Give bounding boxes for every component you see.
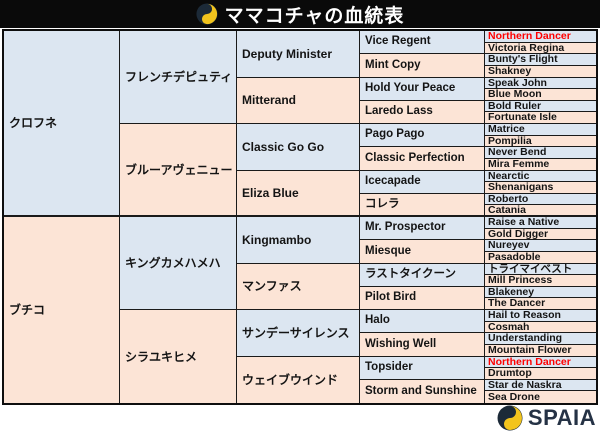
pedigree-cell-gen4-4: Laredo Lass: [360, 100, 485, 124]
pedigree-cell-gen3-8: ウェイブウインド: [237, 356, 360, 403]
pedigree-cell-gen5-7: Bold Ruler: [485, 100, 596, 113]
pedigree-cell-gen4-1: Vice Regent: [360, 31, 485, 55]
pedigree-cell-gen5-29: Northern Dancer: [485, 356, 596, 369]
pedigree-cell-gen2-4: シラユキヒメ: [120, 310, 237, 403]
pedigree-cell-gen5-19: Nureyev: [485, 240, 596, 252]
pedigree-cell-gen4-10: Miesque: [360, 240, 485, 264]
pedigree-cell-gen5-26: Cosmah: [485, 321, 596, 334]
pedigree-cell-gen4-6: Classic Perfection: [360, 147, 485, 171]
pedigree-cell-gen5-31: Star de Naskra: [485, 379, 596, 392]
pedigree-cell-gen1-2: ブチコ: [4, 217, 120, 403]
pedigree-table: クロフネ ブチコ フレンチデピュティ ブルーアヴェニュー キングカメハメハ シラユキヒメ D…: [2, 29, 598, 405]
pedigree-cell-gen5-2: Victoria Regina: [485, 42, 596, 55]
pedigree-cell-gen5-15: Roberto: [485, 193, 596, 206]
pedigree-cell-gen4-15: Topsider: [360, 356, 485, 380]
pedigree-cell-gen5-24: The Dancer: [485, 298, 596, 310]
pedigree-cell-gen5-17: Raise a Native: [485, 217, 596, 229]
pedigree-cell-gen5-6: Blue Moon: [485, 89, 596, 101]
pedigree-cell-gen3-4: Eliza Blue: [237, 170, 360, 217]
pedigree-cell-gen5-22: Mill Princess: [485, 275, 596, 287]
pedigree-cell-gen4-2: Mint Copy: [360, 54, 485, 78]
pedigree-cell-gen4-3: Hold Your Peace: [360, 77, 485, 101]
pedigree-cell-gen5-25: Hail to Reason: [485, 310, 596, 322]
pedigree-cell-gen5-18: Gold Digger: [485, 228, 596, 241]
pedigree-cell-gen5-28: Mountain Flower: [485, 344, 596, 357]
spaia-logo-icon: [497, 405, 523, 431]
pedigree-cell-gen2-1: フレンチデピュティ: [120, 31, 237, 124]
pedigree-cell-gen5-8: Fortunate Isle: [485, 112, 596, 124]
pedigree-cell-gen5-20: Pasadoble: [485, 251, 596, 264]
footer-brand: SPAIA: [497, 403, 596, 433]
pedigree-cell-gen5-1: Northern Dancer: [485, 31, 596, 43]
pedigree-cell-gen2-3: キングカメハメハ: [120, 217, 237, 310]
page-title: ママコチャの血統表: [224, 5, 405, 27]
pedigree-cell-gen5-3: Bunty's Flight: [485, 54, 596, 66]
pedigree-cell-gen5-27: Understanding: [485, 333, 596, 345]
pedigree-cell-gen5-14: Shenanigans: [485, 182, 596, 194]
pedigree-cell-gen5-12: Mira Femme: [485, 158, 596, 171]
pedigree-cell-gen4-13: Halo: [360, 310, 485, 334]
pedigree-cell-gen5-5: Speak John: [485, 77, 596, 90]
pedigree-cell-gen3-5: Kingmambo: [237, 217, 360, 264]
pedigree-cell-gen1-1: クロフネ: [4, 31, 120, 217]
pedigree-cell-gen5-23: Blakeney: [485, 286, 596, 299]
title-bar: ママコチャの血統表: [0, 0, 600, 28]
pedigree-cell-gen3-3: Classic Go Go: [237, 124, 360, 171]
pedigree-cell-gen4-8: コレラ: [360, 193, 485, 217]
pedigree-cell-gen5-21: トライマイベスト: [485, 263, 596, 276]
pedigree-cell-gen3-7: サンデーサイレンス: [237, 310, 360, 357]
pedigree-cell-gen5-32: Sea Drone: [485, 391, 596, 403]
pedigree-cell-gen3-1: Deputy Minister: [237, 31, 360, 78]
pedigree-cell-gen5-30: Drumtop: [485, 368, 596, 380]
pedigree-cell-gen5-16: Catania: [485, 205, 596, 217]
spaia-logo-icon: [196, 3, 218, 25]
pedigree-cell-gen4-5: Pago Pago: [360, 124, 485, 148]
pedigree-cell-gen5-9: Matrice: [485, 124, 596, 136]
pedigree-cell-gen4-11: ラストタイクーン: [360, 263, 485, 287]
pedigree-cell-gen4-9: Mr. Prospector: [360, 217, 485, 241]
brand-wordmark: SPAIA: [527, 405, 596, 430]
pedigree-cell-gen4-7: Icecapade: [360, 170, 485, 194]
pedigree-cell-gen4-12: Pilot Bird: [360, 286, 485, 310]
pedigree-cell-gen3-2: Mitterand: [237, 77, 360, 124]
pedigree-cell-gen4-14: Wishing Well: [360, 333, 485, 357]
pedigree-cell-gen5-4: Shakney: [485, 65, 596, 78]
pedigree-cell-gen5-11: Never Bend: [485, 147, 596, 159]
pedigree-cell-gen5-13: Nearctic: [485, 170, 596, 183]
pedigree-cell-gen5-10: Pompilia: [485, 135, 596, 148]
pedigree-cell-gen4-16: Storm and Sunshine: [360, 379, 485, 403]
pedigree-cell-gen2-2: ブルーアヴェニュー: [120, 124, 237, 217]
pedigree-cell-gen3-6: マンファス: [237, 263, 360, 310]
